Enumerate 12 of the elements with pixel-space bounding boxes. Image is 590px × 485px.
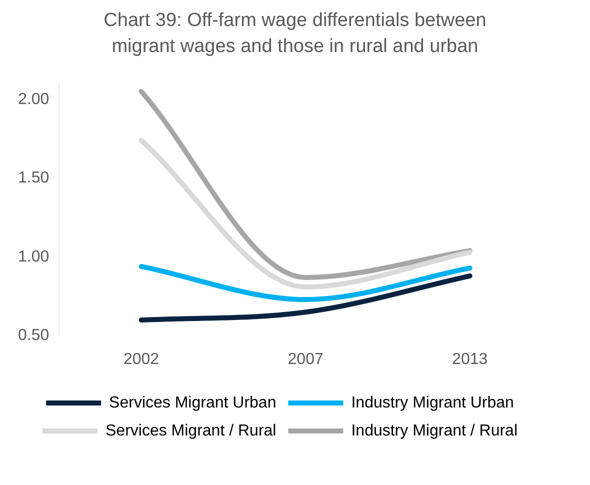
y-tick-label: 1.50 — [18, 170, 50, 187]
x-tick-label: 2002 — [123, 350, 160, 368]
legend-label: Industry Migrant Urban — [351, 394, 514, 412]
legend-label: Services Migrant / Rural — [106, 422, 276, 440]
x-tick-label: 2007 — [288, 350, 324, 368]
legend-label: Services Migrant Urban — [109, 394, 276, 412]
chart-title: Chart 39: Off-farm wage differentials between migrant wages and those in rural and urban — [102, 9, 488, 59]
y-tick-label: 2.00 — [18, 90, 50, 108]
legend-label: Industry Migrant / Rural — [351, 422, 518, 440]
y-tick-label: 0.50 — [18, 327, 50, 344]
y-tick-label: 1.00 — [18, 248, 50, 266]
x-tick-label: 2013 — [452, 350, 488, 368]
